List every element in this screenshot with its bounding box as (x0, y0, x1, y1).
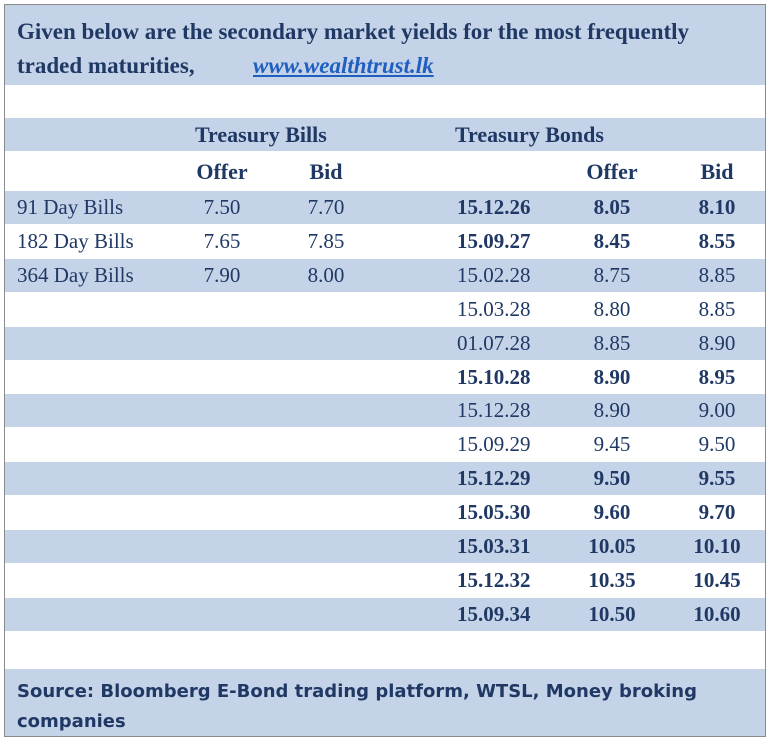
bond-offer: 8.90 (593, 398, 631, 423)
source-note: Source: Bloomberg E-Bond trading platfor… (17, 681, 698, 732)
table-row: 15.12.28 8.90 9.00 (5, 394, 765, 428)
table-row: 15.12.29 9.50 9.55 (5, 462, 765, 496)
header-text-line2: traded maturities, (17, 53, 195, 78)
bond-offer: 8.85 (593, 330, 631, 355)
bond-offer: 8.90 (593, 364, 631, 389)
bill-offer: 7.65 (203, 228, 241, 253)
table-row: 91 Day Bills 7.50 7.70 15.12.26 8.05 8.10 (5, 191, 765, 224)
bond-bid: 8.85 (698, 262, 736, 287)
table-row: 15.03.31 10.05 10.10 (5, 530, 765, 563)
bond-offer: 9.50 (593, 466, 631, 491)
bond-maturity: 01.07.28 (457, 330, 531, 355)
table-row: 15.12.32 10.35 10.45 (5, 564, 765, 597)
bond-offer: 10.05 (588, 534, 636, 558)
table-row: 15.03.28 8.80 8.85 (5, 293, 765, 326)
bond-maturity: 15.02.28 (457, 262, 531, 287)
bill-offer: 7.90 (203, 262, 241, 287)
bond-maturity: 15.03.31 (457, 534, 531, 558)
bond-maturity: 15.10.28 (457, 364, 531, 389)
bond-offer: 10.35 (588, 567, 636, 592)
bond-maturity: 15.12.28 (457, 398, 531, 423)
group-treasury-bonds: Treasury Bonds (455, 122, 604, 147)
bond-offer: 8.75 (593, 262, 631, 287)
bond-maturity: 15.12.29 (457, 466, 531, 491)
bond-bid: 9.00 (698, 398, 736, 423)
bond-offer: 9.60 (593, 500, 631, 525)
bond-offer: 8.45 (593, 228, 631, 253)
bond-maturity: 15.03.28 (457, 296, 531, 321)
bond-bid: 8.10 (698, 195, 736, 219)
header-banner: Given below are the secondary market yie… (5, 5, 765, 85)
bill-bid: 7.85 (307, 228, 345, 253)
group-treasury-bills: Treasury Bills (195, 122, 327, 147)
bond-bid: 10.45 (693, 567, 741, 592)
bond-maturity: 15.09.27 (457, 228, 531, 253)
table-row: 01.07.28 8.85 8.90 (5, 326, 765, 360)
bill-offer: 7.50 (203, 195, 241, 219)
website-link[interactable]: www.wealthtrust.lk (253, 53, 434, 78)
yields-panel: Given below are the secondary market yie… (4, 4, 766, 737)
bond-maturity: 15.09.34 (457, 601, 531, 626)
bill-bid: 8.00 (307, 262, 345, 287)
group-header-row: Treasury Bills Treasury Bonds (5, 118, 765, 151)
bond-offer: 8.05 (593, 195, 631, 219)
bond-bid: 8.90 (698, 330, 736, 355)
bond-maturity: 15.12.32 (457, 567, 531, 592)
bill-name: 182 Day Bills (17, 228, 134, 253)
bond-bid: 9.70 (698, 500, 736, 525)
table-row: 15.09.29 9.45 9.50 (5, 428, 765, 461)
bond-offer: 8.80 (593, 296, 631, 321)
col-bill-offer: Offer (196, 159, 248, 184)
col-bond-offer: Offer (586, 159, 638, 184)
bond-bid: 8.85 (698, 296, 736, 321)
bond-bid: 9.50 (698, 432, 736, 457)
bond-maturity: 15.09.29 (457, 432, 531, 457)
bond-offer: 10.50 (588, 601, 636, 626)
table-row: 15.09.34 10.50 10.60 (5, 597, 765, 631)
table-row: 15.10.28 8.90 8.95 (5, 361, 765, 394)
bill-bid: 7.70 (307, 195, 345, 219)
header-text-line1: Given below are the secondary market yie… (17, 19, 690, 44)
bond-maturity: 15.12.26 (457, 195, 531, 219)
bond-offer: 9.45 (593, 432, 631, 457)
table-row: 15.05.30 9.60 9.70 (5, 496, 765, 529)
bill-name: 91 Day Bills (17, 195, 124, 219)
bond-maturity: 15.05.30 (457, 500, 531, 525)
bond-bid: 9.55 (698, 466, 736, 491)
col-bond-bid: Bid (700, 159, 734, 184)
bond-bid: 10.60 (693, 601, 741, 626)
col-bill-bid: Bid (309, 159, 343, 184)
bond-bid: 8.95 (698, 364, 736, 389)
table-row: 182 Day Bills 7.65 7.85 15.09.27 8.45 8.55 (5, 225, 765, 258)
bond-bid: 8.55 (698, 228, 736, 253)
source-footer: Source: Bloomberg E-Bond trading platfor… (5, 669, 765, 736)
bond-bid: 10.10 (693, 534, 741, 558)
bill-name: 364 Day Bills (17, 262, 134, 287)
column-header-row: Offer Bid Offer Bid (5, 155, 765, 188)
table-row: 364 Day Bills 7.90 8.00 15.02.28 8.75 8.85 (5, 258, 765, 292)
